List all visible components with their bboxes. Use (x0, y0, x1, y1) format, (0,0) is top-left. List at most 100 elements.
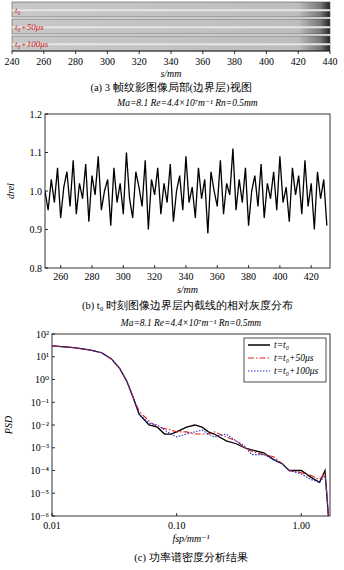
x-tick-label: 260 (53, 271, 68, 282)
y-tick-label: 10⁰ (35, 374, 49, 385)
x-axis-label: fsp/mm⁻¹ (172, 533, 209, 544)
caption: (b) t₀ 时刻图像边界层内截线的相对灰度分布 (82, 299, 293, 312)
data-line (52, 346, 328, 516)
data-line (45, 149, 327, 234)
x-tick (171, 51, 172, 54)
strip-label: t₀+50μs (15, 22, 44, 32)
y-tick-label: 10⁻⁴ (30, 465, 49, 476)
x-tick (234, 51, 235, 54)
y-tick-label: 1.0 (30, 186, 43, 197)
x-tick-label: 360 (195, 56, 210, 67)
x-tick-label: 420 (291, 56, 306, 67)
x-tick (311, 265, 312, 268)
y-tick (52, 425, 55, 426)
x-tick-label: 340 (178, 271, 193, 282)
x-tick-label: 380 (227, 56, 242, 67)
data-line (52, 346, 328, 516)
chart-title: Ma=8.1 Re=4.4×10⁷m⁻¹ Rn=0.5mm (120, 318, 262, 328)
legend-label: t=t₀ (274, 340, 289, 350)
x-tick (75, 51, 76, 54)
y-tick-label: 1.1 (30, 147, 43, 158)
y-tick (52, 379, 55, 380)
x-tick (298, 51, 299, 54)
x-tick-label: 320 (147, 271, 162, 282)
plot-frame (52, 334, 330, 516)
x-tick (43, 51, 44, 54)
data-line (52, 346, 328, 516)
boundary-layer-band (12, 26, 330, 28)
y-tick-label: 10⁻⁵ (30, 488, 49, 499)
y-tick (52, 356, 55, 357)
x-tick (52, 513, 53, 516)
x-tick-label: 400 (272, 271, 287, 282)
x-tick-label: 1.00 (293, 520, 311, 531)
y-tick-label: 10⁻³ (31, 442, 49, 453)
plot-area (45, 149, 327, 234)
x-tick-label: 0.10 (168, 520, 186, 531)
image-strip (12, 19, 330, 34)
x-tick (266, 51, 267, 54)
x-tick (217, 265, 218, 268)
y-axis-label: PSD (3, 415, 14, 435)
y-tick (52, 447, 55, 448)
y-tick (45, 268, 48, 269)
y-tick-label: 10⁻¹ (31, 397, 49, 408)
legend-label: t=t₀+50μs (274, 353, 314, 363)
y-tick-label: 10² (36, 329, 49, 340)
x-tick (123, 265, 124, 268)
boundary-layer-band (12, 43, 330, 45)
caption: (c) 功率谱密度分析结果 (134, 551, 247, 564)
y-tick (45, 152, 48, 153)
x-tick-label: 380 (241, 271, 256, 282)
x-tick-label: 0.01 (43, 520, 61, 531)
legend-swatch (248, 357, 270, 358)
x-tick-label: 320 (132, 56, 147, 67)
x-tick (301, 513, 302, 516)
x-tick (154, 265, 155, 268)
y-tick-label: 10⁻⁶ (30, 511, 49, 522)
figure: t₀t₀+50μst₀+100μs24026028030032034036038… (0, 0, 344, 570)
x-axis-label: s/mm (177, 284, 198, 295)
x-tick-label: 280 (68, 56, 83, 67)
plot-frame (45, 114, 330, 268)
y-tick (52, 493, 55, 494)
y-tick (52, 334, 55, 335)
y-axis-label: drel (5, 183, 16, 199)
x-tick (139, 51, 140, 54)
strip-label: t₀+100μs (15, 39, 49, 49)
image-strip (12, 2, 330, 17)
x-tick-label: 280 (84, 271, 99, 282)
x-tick (176, 513, 177, 516)
y-tick-label: 10¹ (36, 351, 49, 362)
x-tick (248, 265, 249, 268)
x-tick (185, 265, 186, 268)
image-strip (12, 36, 330, 51)
boundary-layer-band (12, 9, 330, 11)
y-tick-label: 0.9 (30, 224, 43, 235)
chart-title: Ma=8.1 Re=4.4×10⁷m⁻¹ Rn=0.5mm (116, 98, 258, 108)
legend-label: t=t₀+100μs (274, 366, 318, 376)
x-tick (12, 51, 13, 54)
x-tick (202, 51, 203, 54)
x-tick-label: 360 (210, 271, 225, 282)
x-tick-label: 300 (116, 271, 131, 282)
plot-area (52, 346, 328, 516)
y-tick (45, 114, 48, 115)
x-tick (91, 265, 92, 268)
x-tick-label: 300 (100, 56, 115, 67)
legend-swatch (248, 370, 270, 371)
x-tick (60, 265, 61, 268)
x-tick-label: 260 (36, 56, 51, 67)
x-tick (279, 265, 280, 268)
y-tick-label: 0.8 (30, 263, 43, 274)
x-tick-label: 400 (259, 56, 274, 67)
x-tick-label: 420 (304, 271, 319, 282)
x-axis-label: s/mm (160, 68, 181, 79)
y-tick-label: 10⁻² (31, 420, 49, 431)
legend-swatch (248, 344, 270, 346)
caption: (a) 3 帧纹影图像局部(边界层)视图 (90, 81, 251, 94)
y-tick (52, 516, 55, 517)
y-tick (52, 402, 55, 403)
y-tick-label: 1.2 (30, 109, 43, 120)
x-tick-label: 440 (323, 56, 338, 67)
